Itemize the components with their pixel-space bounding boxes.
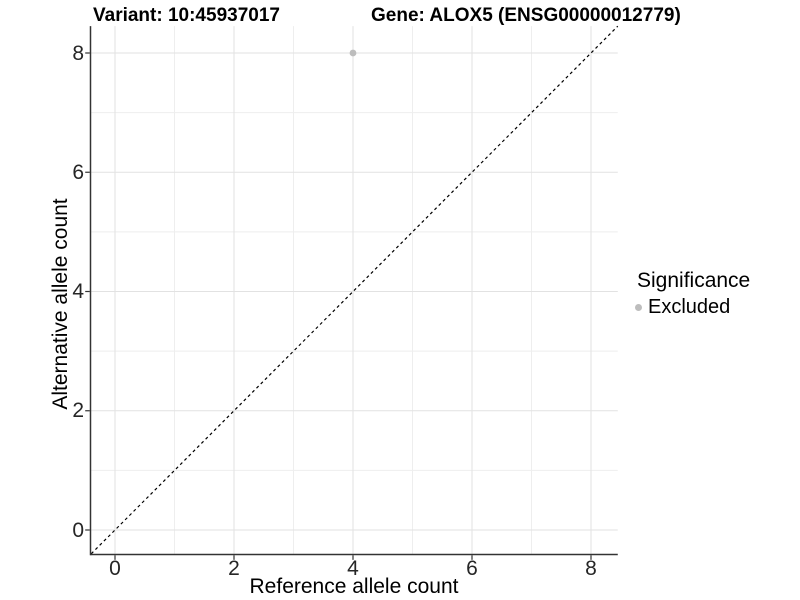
identity-dashed-line <box>90 25 619 555</box>
x-tick-label: 0 <box>109 557 121 580</box>
plot-title-variant: Variant: 10:45937017 <box>93 5 280 26</box>
y-tick-label: 2 <box>72 399 84 423</box>
x-tick-label: 6 <box>466 557 478 580</box>
legend: Significance Excluded <box>632 268 750 320</box>
data-point-excluded <box>349 49 357 57</box>
legend-title: Significance <box>637 269 751 292</box>
x-tick-label: 2 <box>228 557 240 580</box>
x-tick-label: 4 <box>347 557 359 580</box>
x-tick-label: 8 <box>585 557 597 580</box>
y-axis-title: Alternative allele count <box>49 198 72 410</box>
legend-item-label: Excluded <box>648 296 731 318</box>
y-tick-label: 4 <box>72 280 84 303</box>
legend-point-icon <box>635 304 642 311</box>
y-tick-label: 8 <box>72 41 84 65</box>
legend-item-excluded: Excluded <box>632 295 750 320</box>
x-axis-title: Reference allele count <box>249 575 459 598</box>
y-tick-label: 0 <box>72 518 84 542</box>
plot-title-gene: Gene: ALOX5 (ENSG00000012779) <box>371 5 681 26</box>
y-tick-label: 6 <box>72 160 84 184</box>
